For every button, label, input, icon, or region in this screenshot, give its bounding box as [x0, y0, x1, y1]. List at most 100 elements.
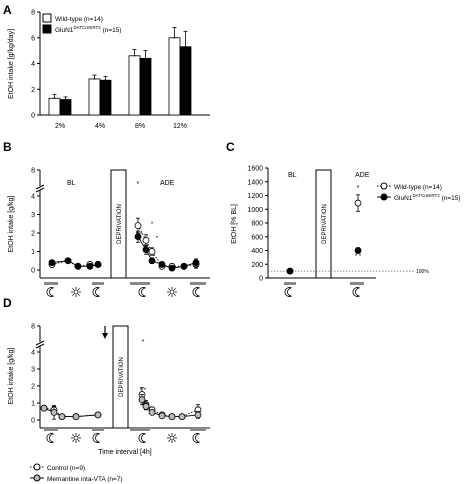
panel-c-deprivation-box — [315, 169, 332, 279]
panel-b-series-1-point — [94, 261, 102, 268]
panel-a-xtick-label: 12% — [173, 123, 187, 130]
panel-d-deprivation-label: DEPRIVATION — [119, 357, 125, 397]
panel-b-dark-phase-bar — [92, 282, 104, 285]
sun-icon — [71, 287, 81, 297]
panel-a: EtOH intake [g/kg/day] 0 2 4 6 8 2% 4% 8% 12% W… — [8, 10, 210, 130]
panel-b-ytick-label: 3 — [31, 212, 35, 219]
panel-d-axis-break-2 — [35, 343, 45, 349]
panel-b-ytick-label: 4 — [31, 194, 35, 201]
panel-d-ytick-label: 2 — [31, 384, 35, 391]
panel-a-ytick-label: 4 — [31, 61, 35, 68]
bar-glun1 — [99, 79, 112, 116]
panel-b-ytick-label: 8 — [31, 168, 35, 175]
moon-icon — [138, 433, 146, 443]
panel-b-series-0-point — [134, 222, 142, 230]
sun-icon — [167, 287, 177, 297]
legend-d-marker-memantine — [33, 474, 41, 482]
panel-b-series-1-point — [168, 264, 176, 272]
panel-c-bl-label: BL — [288, 172, 297, 179]
legend-glun1-suffix: (n=15) — [101, 27, 122, 34]
panel-c-ytick-label: 1600 — [247, 166, 263, 173]
legend-glun1-name: GluN1 — [55, 27, 74, 34]
legend-swatch-glun1 — [42, 24, 52, 34]
legend-c-marker-glun1 — [380, 193, 388, 201]
sun-icon — [167, 433, 177, 443]
panel-b-bl-label: BL — [67, 180, 76, 187]
panel-c-series-0-ade-point — [354, 199, 362, 207]
panel-c-annotation: * — [357, 185, 360, 192]
bar-glun1 — [139, 57, 152, 116]
panel-c-series-1-bl-point — [286, 267, 294, 275]
panel-d-series-1-point — [194, 411, 202, 419]
sun-icon — [71, 433, 81, 443]
panel-b-annotation: * — [156, 236, 159, 242]
panel-c-ylabel: EtOH [% BL] — [231, 204, 238, 244]
legend-c-label-wild-type: Wild-type (n=14) — [394, 184, 442, 191]
panel-d-series-1-point — [138, 396, 146, 404]
panel-d-ytick-label: 8 — [31, 324, 35, 331]
moon-icon — [92, 287, 100, 297]
moon-icon — [284, 287, 292, 297]
panel-b-label: B — [3, 140, 12, 154]
panel-a-xtick-label: 8% — [135, 123, 145, 130]
panel-b-annotation: * * — [136, 232, 143, 238]
panel-b-deprivation-label: DEPRIVATION — [117, 204, 123, 244]
bar-wild-type — [168, 37, 181, 116]
panel-d-annotation: * — [142, 339, 145, 346]
panel-d-series-1-point — [148, 408, 156, 416]
panel-d-series-1-point — [72, 413, 80, 421]
panel-b-annotation: * — [151, 222, 154, 228]
panel-b-ytick-label: 0 — [31, 268, 35, 275]
legend-d-marker-control — [33, 463, 41, 471]
moon-icon — [46, 287, 54, 297]
panel-d-dark-phase-bar — [130, 428, 150, 431]
panel-d-series-1-point — [158, 412, 166, 420]
panel-d-series-1-point — [94, 411, 102, 419]
moon-icon — [192, 433, 200, 443]
panel-b-axis-break-2 — [35, 187, 45, 193]
panel-b-series-1-point — [48, 259, 56, 267]
panel-c-ytick-label: 200 — [251, 262, 263, 269]
panel-c-ytick-label: 400 — [251, 248, 263, 255]
panel-b-series-0-point — [148, 248, 156, 255]
panel-b-series-1-point — [134, 233, 142, 241]
panel-b: EtOH intake [g/kg] BL ADE DEPRIVATION 0 1… — [8, 168, 210, 297]
panel-d-xlabel: Time interval [4h] — [98, 449, 151, 456]
panel-b-ytick-label: 2 — [31, 231, 35, 238]
panel-d-ylabel: EtOH intake [g/kg] — [8, 348, 15, 405]
panel-c: EtOH [% BL] BL ADE DEPRIVATION 0 200 400 60… — [231, 166, 461, 297]
panel-c-ytick-label: 1000 — [247, 207, 263, 214]
panel-a-ytick-label: 6 — [31, 35, 35, 42]
bar-wild-type — [48, 97, 61, 116]
legend-d-label-memantine: Memantine inta-VTA (n=7) — [47, 476, 123, 483]
panel-b-series-1-point — [74, 262, 82, 270]
moon-icon — [352, 287, 360, 297]
panel-d-series-1-point — [168, 413, 176, 421]
panel-b-series-1-point — [180, 262, 188, 270]
moon-icon — [138, 287, 146, 297]
legend-glun1-sup: DATCreERT2 — [73, 25, 101, 30]
panel-c-series-1-ade-point — [354, 247, 362, 254]
panel-d-dark-phase-bar — [190, 428, 206, 431]
panel-b-ylabel: EtOH intake [g/kg] — [8, 196, 15, 253]
panel-a-xtick-label: 4% — [95, 123, 105, 130]
moon-icon — [46, 433, 54, 443]
legend-c-glun1-suffix: (n=15) — [440, 195, 461, 202]
panel-b-dark-phase-bar — [130, 282, 150, 285]
panel-b-dark-phase-bar — [190, 282, 206, 285]
panel-c-ytick-label: 1200 — [247, 193, 263, 200]
panel-c-ade-label: ADE — [355, 172, 370, 179]
panel-b-series-1-point — [148, 257, 156, 265]
panel-d-series-1-point — [50, 408, 58, 416]
legend-c-label-glun1: GluN1DATCreERT2 (n=15) — [394, 193, 461, 202]
panel-d-deprivation-box — [112, 325, 129, 429]
panel-d-series-1-point — [58, 413, 66, 421]
panel-b-series-1-point — [158, 261, 166, 268]
panel-d-series-1-point — [40, 404, 48, 412]
panel-c-dark-phase-bar — [350, 282, 364, 285]
panel-c-dark-phase-bar — [284, 282, 296, 285]
panel-d-series-1-point — [142, 402, 150, 410]
panel-a-ylabel: EtOH intake [g/kg/day] — [8, 29, 15, 99]
panel-c-ytick-label: 1400 — [247, 179, 263, 186]
